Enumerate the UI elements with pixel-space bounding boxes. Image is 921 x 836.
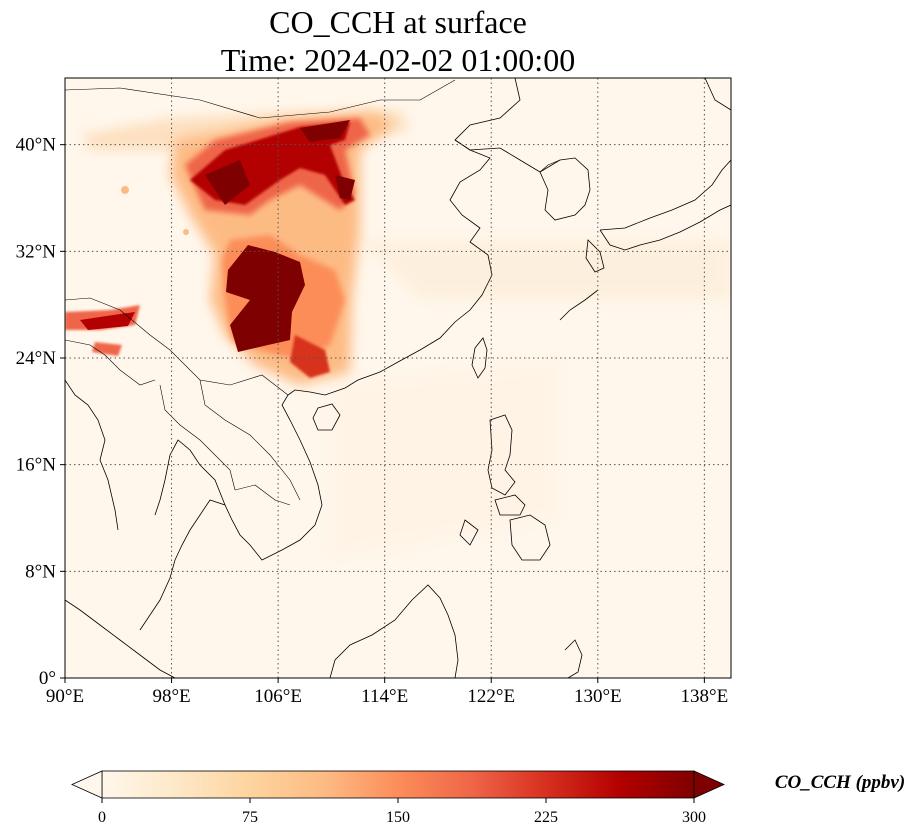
lat-tick-label: 32°N <box>16 241 57 262</box>
colorbar-body <box>101 770 695 799</box>
coast-hokkaido <box>704 78 731 111</box>
lon-tick-label: 90°E <box>46 686 84 707</box>
coast-bohai <box>454 139 541 173</box>
plume-speck-1 <box>121 186 129 194</box>
border-korea <box>539 159 561 173</box>
coast-borneo <box>329 584 459 678</box>
colorbar-label: CO_CCH (ppbv) <box>775 772 905 793</box>
colorbar-extend-min <box>71 770 103 799</box>
plume-sichuan-core <box>226 245 305 352</box>
coast-mindanao <box>509 514 551 561</box>
lon-tick-label: 138°E <box>681 686 729 707</box>
lat-tick-label: 16°N <box>16 455 57 476</box>
title-line-2: Time: 2024-02-02 01:00:00 <box>221 42 575 78</box>
coast-hainan <box>312 403 341 431</box>
border-myanmar-india <box>65 339 156 386</box>
coast-visayas <box>494 494 526 516</box>
border-mongolia <box>65 79 456 119</box>
co-concentration-field <box>65 110 410 385</box>
border-thailand <box>159 384 236 491</box>
plume-southeast-spur <box>290 335 330 378</box>
coast-japan-south <box>599 204 731 251</box>
lat-tick-label: 8°N <box>25 561 56 582</box>
coast-myanmar <box>65 379 119 531</box>
coast-palawan <box>459 519 479 546</box>
coast-indochina <box>139 394 323 631</box>
colorbar-tick-label: 0 <box>98 809 106 826</box>
lat-tick-label: 40°N <box>16 135 57 156</box>
lon-tick-label: 130°E <box>574 686 622 707</box>
faint-field-east <box>360 240 731 300</box>
country-borders <box>65 79 561 506</box>
border-cambodia <box>234 484 291 506</box>
coast-sumatra <box>65 599 176 678</box>
lon-tick-label: 106°E <box>254 686 302 707</box>
faint-field-scs <box>330 360 560 560</box>
title-line-1: CO_CCH at surface <box>269 4 527 40</box>
coast-japan-honshu <box>599 159 731 231</box>
colorbar-tick-label: 225 <box>534 809 558 826</box>
plume-speck-2 <box>183 229 189 235</box>
colorbar-tick-label: 300 <box>682 809 706 826</box>
lon-tick-label: 98°E <box>152 686 190 707</box>
colorbar-extend-max <box>693 770 725 799</box>
coast-korea <box>539 157 591 221</box>
map-frame <box>64 77 732 679</box>
plume-north-hotspots <box>205 120 355 205</box>
coast-gulf-of-thailand <box>154 439 226 516</box>
colorbar-ticks: 0 75 150 225 300 <box>98 798 706 826</box>
coast-ryukyu <box>559 289 599 321</box>
colorbar-tick-label: 150 <box>386 809 410 826</box>
longitude-tick-labels: 90°E 98°E 106°E 114°E 122°E 130°E 138°E <box>46 678 728 707</box>
gridlines <box>65 78 731 678</box>
lon-tick-label: 114°E <box>361 686 408 707</box>
border-laos-vietnam <box>199 379 301 501</box>
latitude-tick-labels: 0° 8°N 16°N 24°N 32°N 40°N <box>16 135 65 689</box>
lat-tick-label: 0° <box>39 668 56 689</box>
colorbar: 0 75 150 225 300 CO_CCH (ppbv) <box>71 770 905 826</box>
border-china-southwest <box>65 297 289 396</box>
lat-tick-label: 24°N <box>16 348 57 369</box>
plume-northeast-india-core <box>80 312 135 330</box>
colorbar-tick-label: 75 <box>242 809 258 826</box>
coast-luzon <box>487 414 516 496</box>
lon-tick-label: 122°E <box>467 686 515 707</box>
map-panel <box>65 78 731 678</box>
coast-taiwan <box>471 337 488 379</box>
coast-sulawesi <box>564 639 583 678</box>
